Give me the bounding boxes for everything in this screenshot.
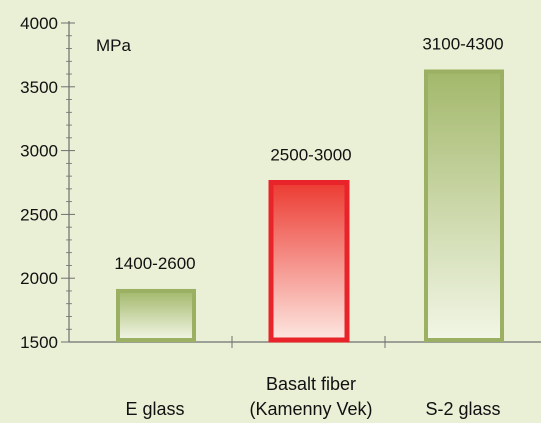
- bar: [424, 69, 504, 342]
- y-tick-label: 2500: [20, 205, 58, 224]
- data-label: 3100-4300: [422, 34, 503, 53]
- data-label: 2500-3000: [270, 146, 351, 165]
- y-tick-label: 4000: [20, 14, 58, 33]
- bar: [268, 180, 350, 343]
- x-tick-label: (Kamenny Vek): [249, 399, 372, 419]
- y-tick-label: 3500: [20, 78, 58, 97]
- bar: [116, 288, 196, 342]
- y-tick-label: 2000: [20, 269, 58, 288]
- x-tick-label: S-2 glass: [425, 399, 500, 419]
- data-label: 1400-2600: [114, 254, 195, 273]
- x-tick-label: Basalt fiber: [266, 374, 356, 394]
- y-tick-label: 1500: [20, 333, 58, 352]
- x-tick-label: E glass: [125, 399, 184, 419]
- y-axis-unit-label: MPa: [96, 36, 132, 55]
- y-tick-label: 3000: [20, 142, 58, 161]
